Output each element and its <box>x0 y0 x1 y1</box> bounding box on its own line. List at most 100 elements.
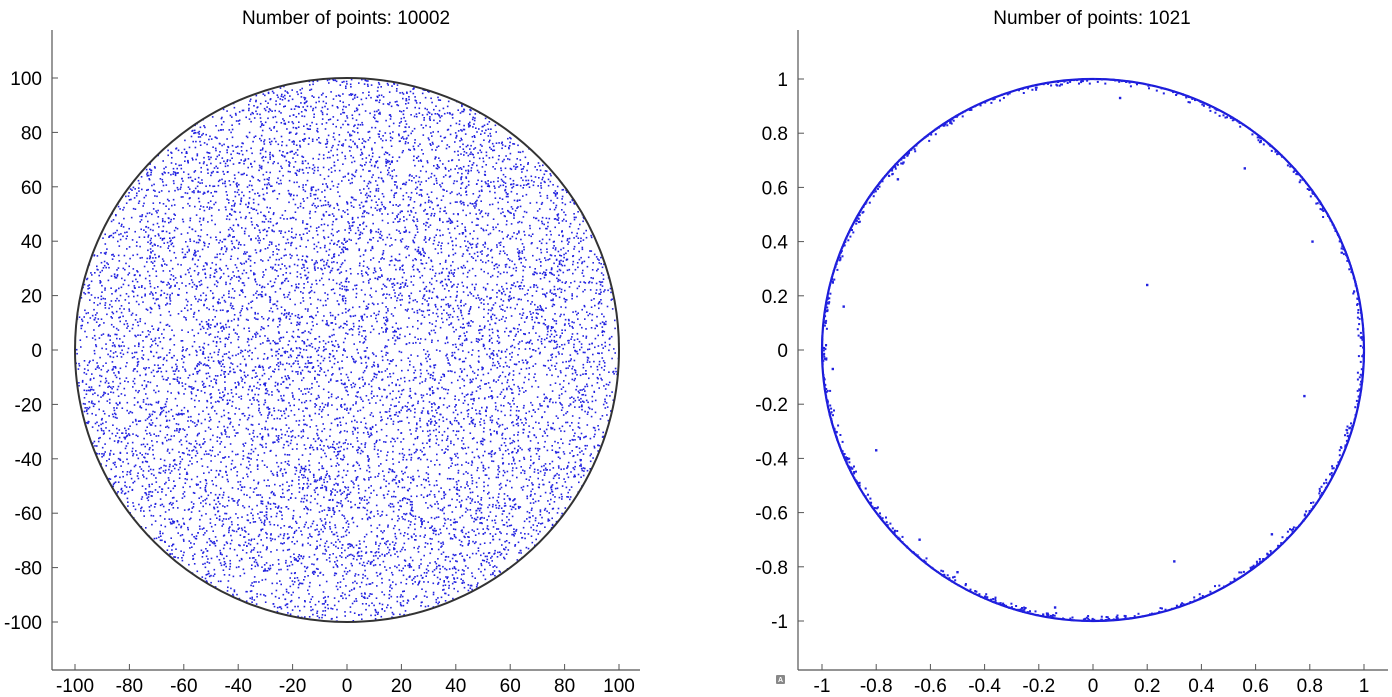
data-point <box>464 230 467 232</box>
data-point <box>466 276 469 278</box>
data-point <box>367 357 370 360</box>
data-point <box>457 130 460 132</box>
data-point <box>337 94 340 97</box>
data-point <box>551 508 554 510</box>
data-point <box>395 192 398 194</box>
data-point <box>461 360 464 363</box>
data-point <box>307 239 309 242</box>
data-point <box>334 478 337 480</box>
data-point <box>395 583 397 586</box>
data-point <box>103 252 106 254</box>
data-point <box>432 591 435 594</box>
data-point <box>172 180 175 182</box>
data-point <box>521 387 524 389</box>
data-point <box>114 276 117 279</box>
data-point <box>431 141 434 144</box>
data-point <box>413 177 415 179</box>
data-point <box>534 519 537 522</box>
data-point <box>174 174 177 177</box>
data-point <box>394 542 397 544</box>
data-point <box>277 368 280 371</box>
data-point <box>165 230 168 233</box>
data-point <box>109 339 111 341</box>
data-point <box>419 426 422 428</box>
data-point <box>192 449 195 451</box>
data-point <box>206 323 208 326</box>
data-point <box>554 255 556 257</box>
data-point <box>553 304 556 306</box>
data-point <box>504 540 506 543</box>
data-point <box>100 429 103 432</box>
data-point <box>421 274 424 277</box>
data-point <box>145 408 147 411</box>
data-point <box>494 124 497 127</box>
data-point <box>253 385 255 388</box>
data-point <box>466 481 468 483</box>
data-point <box>390 255 393 258</box>
data-point <box>361 335 363 337</box>
data-point <box>397 415 399 417</box>
data-point <box>225 191 228 193</box>
data-point <box>227 412 230 414</box>
data-point <box>490 297 492 299</box>
data-point <box>394 101 397 103</box>
data-point <box>495 263 498 265</box>
data-point <box>273 418 276 420</box>
data-point <box>359 237 361 239</box>
data-point <box>154 302 156 305</box>
data-point <box>424 107 426 110</box>
data-point <box>331 146 333 149</box>
data-point <box>343 490 345 493</box>
data-point <box>319 571 322 574</box>
data-point <box>86 277 89 280</box>
data-point <box>579 323 581 326</box>
data-point <box>326 140 329 143</box>
data-point <box>416 186 418 189</box>
data-point <box>160 370 163 373</box>
data-point <box>574 465 576 468</box>
data-point <box>547 259 549 261</box>
data-point <box>403 220 405 222</box>
data-point <box>447 304 450 307</box>
data-point <box>240 216 242 219</box>
data-point <box>318 616 321 619</box>
data-point <box>122 461 124 463</box>
data-point <box>286 549 289 551</box>
data-point <box>117 240 119 243</box>
data-point <box>192 159 194 161</box>
data-point <box>324 342 327 345</box>
data-point <box>304 468 306 471</box>
data-point <box>286 533 289 535</box>
data-point <box>591 408 593 411</box>
data-point <box>101 417 103 420</box>
data-point <box>299 471 301 474</box>
data-point <box>274 343 277 345</box>
data-point <box>252 585 255 587</box>
data-point <box>256 459 258 461</box>
data-point <box>352 433 354 435</box>
data-point <box>407 142 409 144</box>
data-point <box>117 205 120 208</box>
data-point <box>376 575 379 577</box>
data-point <box>456 521 458 523</box>
data-point <box>269 156 271 158</box>
data-point <box>461 314 463 317</box>
data-point <box>401 516 403 518</box>
data-point <box>340 373 342 375</box>
data-point <box>522 469 524 472</box>
data-point <box>595 256 598 258</box>
data-point <box>390 115 392 118</box>
data-point <box>443 506 446 509</box>
data-point <box>186 447 188 450</box>
data-point <box>239 352 242 354</box>
data-point <box>557 278 560 281</box>
data-point <box>308 388 311 390</box>
data-point <box>231 242 234 245</box>
data-point <box>543 400 545 402</box>
data-point <box>291 227 293 230</box>
data-point <box>253 399 255 401</box>
data-point <box>333 132 335 135</box>
data-point <box>395 175 398 177</box>
data-point <box>414 336 416 339</box>
data-point <box>357 352 359 354</box>
